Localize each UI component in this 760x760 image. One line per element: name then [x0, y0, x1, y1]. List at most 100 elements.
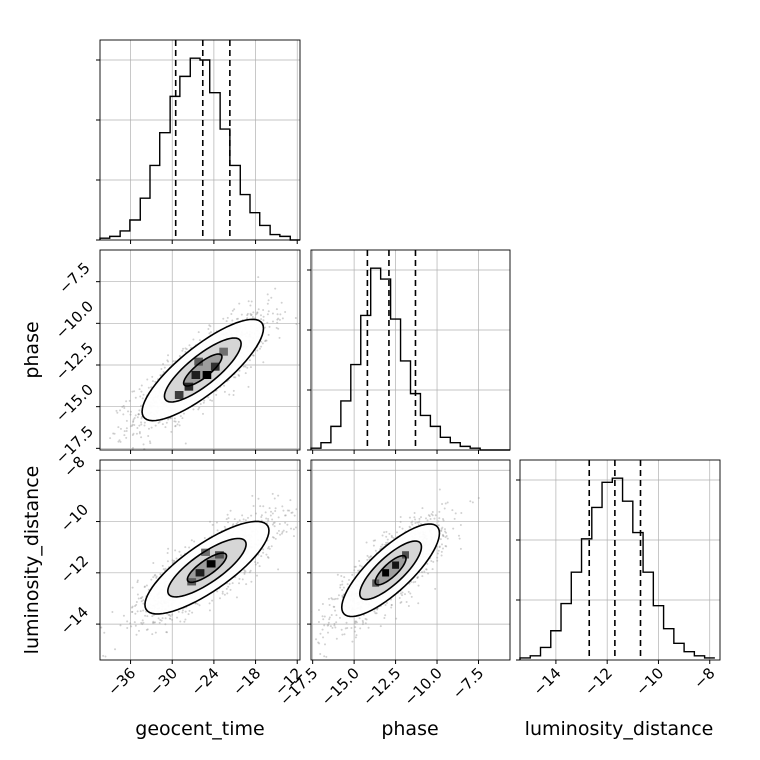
scatter-point	[408, 525, 411, 528]
scatter-point	[235, 596, 238, 599]
scatter-point	[160, 619, 163, 622]
y-tick-label: −12.5	[52, 339, 97, 384]
scatter-point	[166, 359, 169, 362]
scatter-point	[331, 598, 334, 601]
scatter-point	[384, 604, 387, 607]
scatter-point	[133, 621, 136, 624]
scatter-point	[246, 312, 249, 315]
scatter-point	[241, 514, 244, 517]
scatter-point	[223, 384, 226, 387]
scatter-point	[133, 454, 135, 456]
scatter-point	[385, 541, 388, 544]
contour-line	[374, 554, 407, 586]
scatter-point	[267, 310, 270, 313]
scatter-point	[125, 400, 128, 403]
scatter-point	[453, 517, 456, 520]
scatter-point	[277, 529, 280, 532]
scatter-point	[168, 617, 171, 620]
scatter-point	[341, 580, 344, 583]
scatter-point	[410, 595, 413, 598]
scatter-point	[438, 545, 441, 548]
scatter-point	[289, 499, 292, 502]
scatter-point	[292, 535, 295, 538]
scatter-point	[151, 615, 154, 618]
scatter-point	[364, 622, 367, 625]
scatter-point	[361, 623, 364, 626]
scatter-point	[329, 625, 332, 628]
scatter-point	[390, 606, 393, 609]
scatter-point	[444, 536, 447, 539]
scatter-point	[161, 617, 164, 620]
scatter-point	[130, 606, 133, 609]
scatter-point	[247, 516, 250, 519]
scatter-point	[134, 604, 137, 607]
scatter-point	[141, 397, 144, 400]
scatter-point	[428, 515, 431, 518]
scatter-point	[339, 586, 342, 589]
scatter-point	[191, 611, 194, 614]
scatter-point	[119, 409, 122, 412]
scatter-point	[131, 586, 134, 589]
scatter-point	[342, 586, 345, 589]
density-peak-cell	[202, 371, 212, 379]
scatter-point	[116, 411, 119, 414]
scatter-point	[427, 514, 430, 517]
scatter-point	[251, 315, 254, 318]
scatter-point	[267, 299, 270, 302]
density-peak-cell	[219, 347, 228, 356]
scatter-point	[173, 559, 176, 562]
scatter-point	[249, 366, 252, 369]
scatter-point	[416, 576, 419, 579]
scatter-point	[416, 576, 419, 579]
scatter-point	[359, 627, 362, 630]
scatter-point	[238, 577, 241, 580]
scatter-point	[290, 511, 293, 514]
scatter-point	[140, 600, 143, 603]
scatter-point	[208, 609, 211, 612]
scatter-point	[365, 541, 368, 544]
scatter-point	[132, 419, 135, 422]
scatter-point	[111, 610, 114, 613]
scatter-point	[231, 319, 234, 322]
scatter-point	[438, 546, 441, 549]
scatter-point	[256, 311, 259, 314]
scatter-point	[385, 602, 388, 605]
scatter-point	[277, 317, 280, 320]
scatter-point	[278, 522, 281, 525]
scatter-point	[432, 560, 435, 563]
scatter-point	[229, 588, 232, 591]
scatter-point	[155, 575, 158, 578]
scatter-point	[365, 618, 368, 621]
density-peak-cell	[201, 548, 210, 556]
scatter-point	[333, 598, 336, 601]
scatter-point	[140, 423, 143, 426]
scatter-point	[357, 569, 360, 572]
scatter-point	[215, 393, 218, 396]
scatter-point	[233, 308, 236, 311]
scatter-point	[134, 624, 137, 627]
scatter-point	[268, 507, 271, 510]
scatter-point	[123, 434, 126, 437]
scatter-point	[417, 521, 420, 524]
scatter-point	[129, 622, 132, 625]
scatter-point	[139, 610, 142, 613]
scatter-point	[175, 557, 178, 560]
y-tick-label: −15.0	[52, 381, 97, 426]
scatter-point	[126, 627, 129, 630]
scatter-point	[343, 633, 346, 636]
x-tick-label: −7.5	[449, 664, 487, 702]
scatter-point	[138, 388, 141, 391]
contour-line	[358, 540, 423, 601]
scatter-point	[245, 583, 248, 586]
scatter-point	[131, 434, 134, 437]
scatter-point	[185, 348, 188, 351]
scatter-point	[154, 573, 157, 576]
scatter-point	[236, 317, 239, 320]
scatter-point	[252, 354, 255, 357]
scatter-point	[353, 569, 356, 572]
scatter-point	[133, 423, 136, 426]
contour-line	[144, 520, 270, 615]
scatter-point	[137, 597, 140, 600]
scatter-point	[386, 538, 389, 541]
scatter-point	[440, 550, 443, 553]
